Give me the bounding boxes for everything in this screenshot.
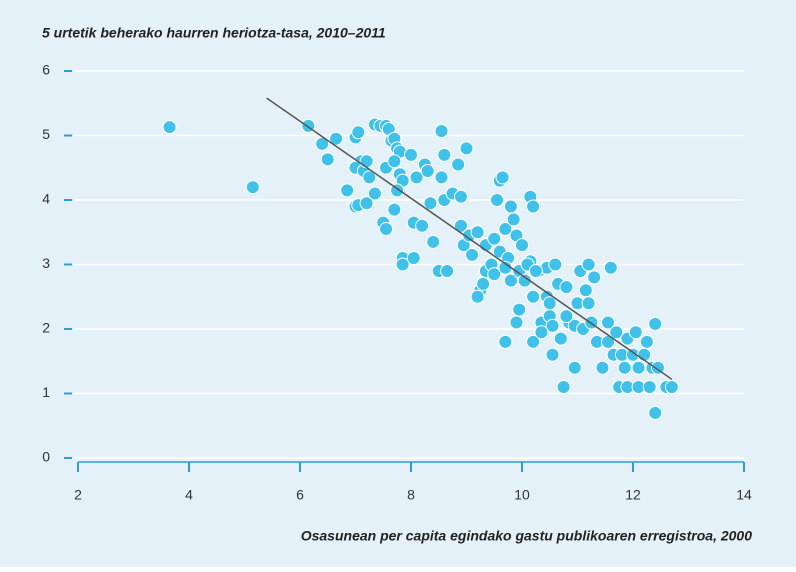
point [617,360,632,375]
x-tick-label: 10 [514,487,530,503]
point [664,380,679,395]
point [526,334,541,349]
x-tick-label: 12 [625,487,641,503]
point [545,347,560,362]
point [340,183,355,198]
point [423,196,438,211]
point [440,263,455,278]
point [406,251,421,266]
point [245,180,260,195]
point [595,360,610,375]
point [648,316,663,331]
y-tick-label: 0 [42,449,50,465]
point [648,405,663,420]
point [526,289,541,304]
y-tick-label: 6 [42,62,50,78]
point [395,257,410,272]
point [609,325,624,340]
point [498,222,513,237]
point [556,380,571,395]
point [487,231,502,246]
point [581,296,596,311]
point [470,289,485,304]
point [359,196,374,211]
point [329,131,344,146]
point [528,263,543,278]
point [476,276,491,291]
point [495,170,510,185]
point [548,257,563,272]
point [162,120,177,135]
point [351,125,366,140]
point [434,123,449,138]
point [359,154,374,169]
point [362,170,377,185]
x-tick-label: 14 [736,487,752,503]
x-tick-label: 4 [185,487,193,503]
point [534,325,549,340]
point [367,186,382,201]
point [639,334,654,349]
point [542,296,557,311]
point [503,273,518,288]
trend-line [266,97,673,380]
point [517,273,532,288]
point [451,157,466,172]
point [437,147,452,162]
point [420,163,435,178]
point [631,360,646,375]
point [559,309,574,324]
point [434,170,449,185]
point [553,331,568,346]
point [559,280,574,295]
point [545,318,560,333]
point [415,218,430,233]
point [387,202,402,217]
x-tick-label: 8 [407,487,415,503]
y-tick-label: 4 [42,191,50,207]
point [506,212,521,227]
chart-title: 5 urtetik beherako haurren heriotza-tasa… [42,25,386,41]
point [628,325,643,340]
point [465,247,480,262]
point [581,257,596,272]
point [409,170,424,185]
y-tick-label: 3 [42,255,50,271]
point [320,152,335,167]
point [650,360,665,375]
y-tick-label: 5 [42,126,50,142]
point [515,238,529,253]
point [426,234,441,249]
point [578,283,593,298]
point [379,222,394,237]
x-tick-label: 2 [74,487,82,503]
point [587,270,602,285]
point [404,147,418,162]
point [601,315,616,330]
point [459,141,474,156]
point [490,193,505,207]
point [453,189,468,204]
point [509,315,524,330]
point [470,225,485,240]
point [526,199,541,214]
x-axis-label: Osasunean per capita egindako gastu publ… [301,528,752,544]
point [487,267,502,282]
point [498,334,513,349]
point [567,360,582,375]
point [387,154,402,169]
x-tick-label: 6 [296,487,304,503]
y-tick-label: 2 [42,320,50,336]
point [642,380,657,395]
point [512,302,527,317]
y-tick-label: 1 [42,384,50,400]
point [603,260,618,275]
point [503,199,518,214]
